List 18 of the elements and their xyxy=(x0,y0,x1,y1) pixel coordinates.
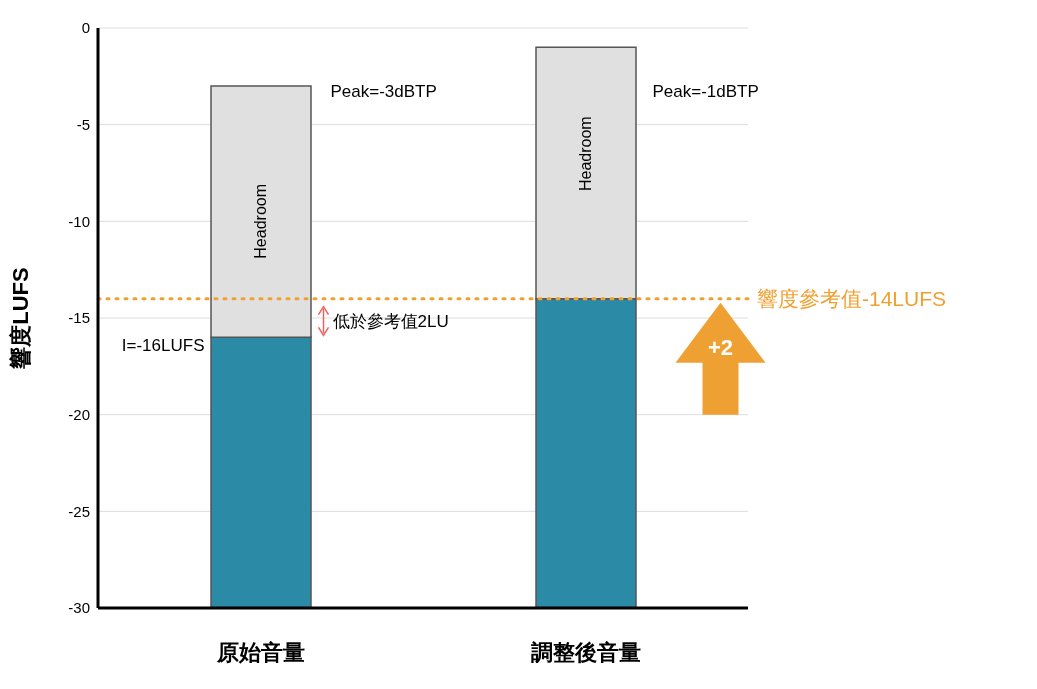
annotation: 低於參考值2LU xyxy=(332,312,449,332)
annotation: Headroom xyxy=(577,116,594,192)
annotation: Peak=-1dBTP xyxy=(652,82,759,102)
y-tick-label: -30 xyxy=(68,599,90,617)
x-tick-label: 原始音量 xyxy=(215,639,305,665)
y-tick-label: -15 xyxy=(68,309,90,327)
annotation: Peak=-3dBTP xyxy=(330,82,437,102)
annotation: +2 xyxy=(707,334,734,360)
y-tick-label: -5 xyxy=(76,115,90,133)
annotation: I=-16LUFS xyxy=(121,335,205,355)
y-tick-label: 0 xyxy=(81,19,90,37)
y-tick-label: -20 xyxy=(68,405,90,423)
ref-line-label: 響度參考值-14LUFS xyxy=(757,287,947,311)
annotation: Headroom xyxy=(252,183,269,259)
y-tick-label: -10 xyxy=(68,212,90,230)
x-tick-label: 調整後音量 xyxy=(530,639,641,665)
y-tick-label: -25 xyxy=(68,502,90,520)
y-axis-title: 響度LUFS xyxy=(7,267,33,369)
